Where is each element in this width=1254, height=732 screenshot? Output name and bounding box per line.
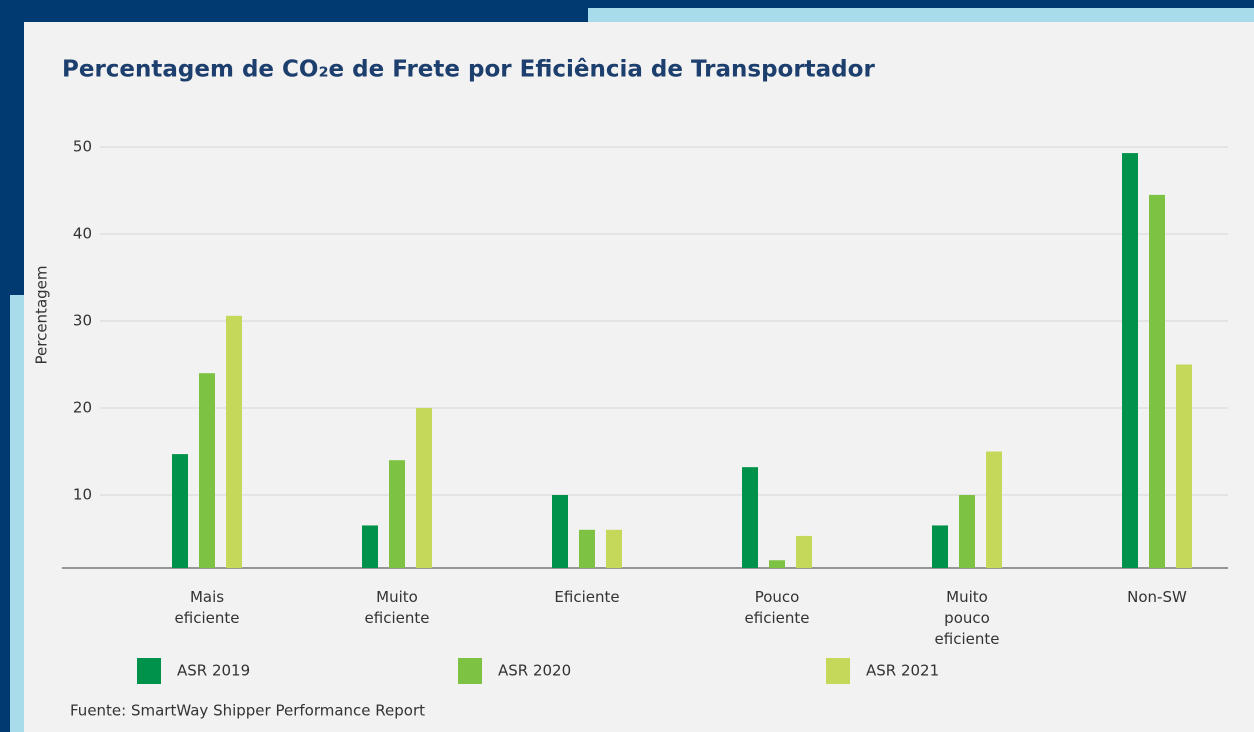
x-tick-label: Pouco eficiente: [745, 588, 810, 627]
bar: [362, 525, 378, 568]
bar: [579, 529, 595, 568]
source-note: Fuente: SmartWay Shipper Performance Rep…: [70, 702, 425, 720]
x-tick-line: pouco: [944, 609, 990, 627]
y-tick-label: 10: [73, 486, 92, 504]
bar: [959, 495, 975, 568]
accent-strip: [588, 8, 1254, 22]
x-tick-line: eficiente: [365, 609, 430, 627]
x-tick-line: eficiente: [745, 609, 810, 627]
x-tick-label: Muito eficiente: [365, 588, 430, 627]
legend-label: ASR 2020: [498, 662, 571, 680]
bar: [606, 529, 622, 568]
legend-swatch: [137, 658, 161, 684]
y-tick-label: 20: [73, 399, 92, 417]
bar: [172, 454, 188, 568]
x-tick-label: Non-SW: [1127, 588, 1187, 606]
x-tick-label: Muito pouco eficiente: [935, 588, 1000, 648]
x-tick-line: Eficiente: [554, 588, 619, 606]
x-tick-line: eficiente: [175, 609, 240, 627]
bar: [769, 560, 785, 568]
y-tick-label: 40: [73, 225, 92, 243]
chart-title: Percentagem de CO₂e de Frete por Eficiên…: [62, 57, 875, 83]
bar: [552, 495, 568, 568]
accent-strip: [10, 295, 24, 732]
x-tick-line: Muito: [376, 588, 418, 606]
x-tick-label: Mais eficiente: [175, 588, 240, 627]
y-tick-label: 30: [73, 312, 92, 330]
legend-swatch: [458, 658, 482, 684]
x-tick-line: Mais: [190, 588, 224, 606]
bar: [226, 315, 242, 568]
bar: [1176, 364, 1192, 568]
y-axis-label: Percentagem: [33, 266, 51, 365]
bar: [199, 373, 215, 568]
x-tick-line: Muito: [946, 588, 988, 606]
legend-label: ASR 2021: [866, 662, 939, 680]
bar: [416, 408, 432, 568]
x-tick-line: eficiente: [935, 630, 1000, 648]
x-tick-line: Non-SW: [1127, 588, 1187, 606]
bar: [742, 467, 758, 568]
bar: [1122, 153, 1138, 568]
legend-label: ASR 2019: [177, 662, 250, 680]
bar: [1149, 194, 1165, 568]
x-tick-label: Eficiente: [554, 588, 619, 606]
bar: [389, 460, 405, 568]
bar: [932, 525, 948, 568]
bar: [986, 451, 1002, 568]
bar: [796, 535, 812, 568]
y-tick-label: 50: [73, 138, 92, 156]
x-tick-line: Pouco: [755, 588, 800, 606]
legend-swatch: [826, 658, 850, 684]
